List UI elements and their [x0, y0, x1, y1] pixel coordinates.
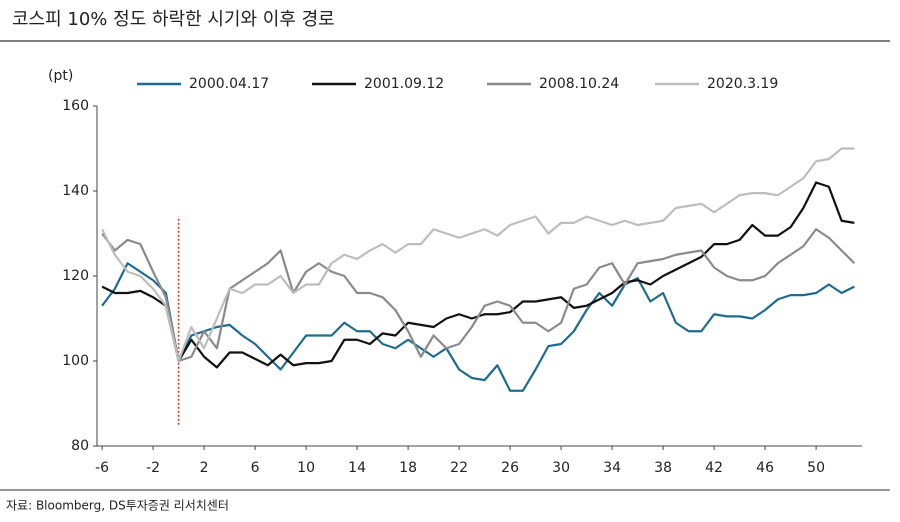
x-tick-label: 18 [399, 460, 417, 476]
x-tick-label: 10 [297, 460, 315, 476]
source: 자료: Bloomberg, DS투자증권 리서치센터 [6, 499, 229, 513]
legend-label: 2008.10.24 [539, 76, 619, 92]
x-tick-label: -2 [146, 460, 160, 476]
y-tick-label: 140 [62, 183, 89, 199]
x-tick-label: 30 [552, 460, 570, 476]
x-tick-label: 34 [603, 460, 621, 476]
series-line [101, 181, 855, 369]
x-tick-label: 2 [200, 460, 209, 476]
y-tick-label: 100 [62, 353, 89, 369]
legend-label: 2001.09.12 [364, 76, 444, 92]
legend-label: 2000.04.17 [189, 76, 269, 92]
y-tick-label: 120 [62, 268, 89, 284]
series-line [101, 262, 855, 392]
y-tick-label: 160 [62, 98, 89, 114]
x-tick-label: 26 [501, 460, 519, 476]
y-tick-label: 80 [71, 438, 89, 454]
legend-label: 2020.3.19 [707, 76, 778, 92]
x-tick-label: -6 [95, 460, 109, 476]
series-line [101, 147, 855, 363]
x-tick-label: 14 [348, 460, 366, 476]
x-tick-label: 6 [251, 460, 260, 476]
x-tick-label: 46 [756, 460, 774, 476]
series-line [101, 228, 856, 363]
x-tick-label: 38 [654, 460, 672, 476]
chart-title: 코스피 10% 정도 하락한 시기와 이후 경로 [12, 9, 335, 30]
x-tick-label: 22 [450, 460, 468, 476]
y-axis-label: (pt) [48, 68, 73, 84]
x-tick-label: 50 [807, 460, 825, 476]
x-tick-label: 42 [705, 460, 723, 476]
